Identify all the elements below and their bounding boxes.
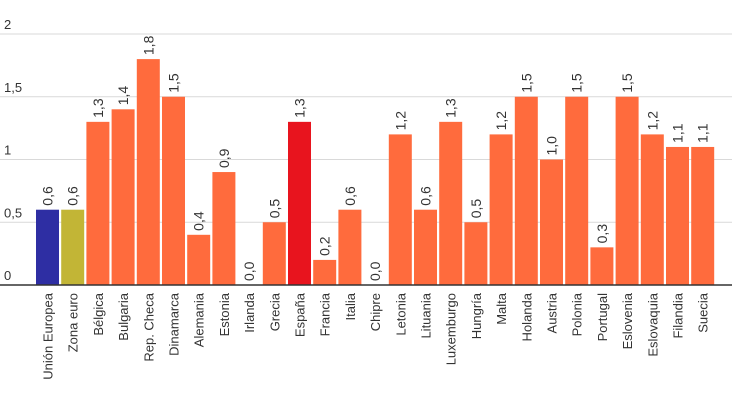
x-tick-label: Francia (318, 292, 333, 336)
bar (136, 59, 160, 285)
bar (111, 109, 135, 285)
data-label: 1,4 (115, 86, 131, 106)
x-tick-label: Grecia (267, 292, 282, 331)
data-label: 1,5 (166, 73, 182, 93)
bar (565, 96, 589, 285)
bar (262, 222, 286, 285)
data-label: 0,9 (216, 148, 232, 168)
x-tick-label: Eslovenia (620, 292, 635, 349)
data-label: 1,3 (292, 98, 308, 118)
bar (489, 134, 513, 285)
x-tick-label: Lituania (419, 292, 434, 338)
x-tick-label: Bélgica (91, 292, 106, 335)
x-tick-label: Irlanda (242, 292, 257, 333)
x-tick-label: Austria (545, 292, 560, 333)
bar (187, 234, 211, 285)
data-label: 1,3 (443, 98, 459, 118)
data-label: 0,6 (65, 186, 81, 206)
bar (212, 172, 236, 285)
x-tick-label: Holanda (519, 292, 534, 341)
data-label: 0,3 (594, 224, 610, 244)
x-tick-label: Portugal (595, 293, 610, 342)
x-tick-label: Hungría (469, 292, 484, 339)
x-tick-label: Luxemburgo (444, 293, 459, 365)
x-tick-label: Suecia (696, 292, 711, 333)
data-label: 1,2 (644, 111, 660, 131)
x-tick-label: Zona euro (66, 293, 81, 352)
bar (666, 146, 689, 285)
data-label: 1,0 (544, 136, 560, 156)
x-tick-label: Dinamarca (167, 292, 182, 356)
y-tick-label: 0 (4, 268, 11, 283)
bar (338, 209, 362, 285)
data-label: 0,2 (317, 236, 333, 256)
x-tick-label: España (293, 292, 308, 337)
x-axis-ticks: Unión Europea Zona euro Bélgica Bulgaria Rep… (41, 292, 711, 380)
x-tick-label: Letonia (393, 292, 408, 335)
data-label: 0,6 (40, 186, 56, 206)
bar (590, 247, 614, 285)
bar (313, 259, 337, 285)
y-tick-label: 2 (4, 17, 11, 32)
y-axis-ticks: 0 0,5 1 1,5 2 (4, 17, 22, 283)
bar (464, 222, 488, 285)
y-tick-label: 0,5 (4, 205, 22, 220)
data-label: 0,0 (241, 261, 257, 281)
data-label: 1,2 (392, 111, 408, 131)
x-tick-label: Italia (343, 292, 358, 320)
data-label: 1,5 (619, 73, 635, 93)
x-tick-label: Filandia (671, 292, 686, 338)
x-tick-label: Alemania (192, 292, 207, 347)
bar (540, 159, 563, 285)
bar (439, 121, 463, 285)
x-tick-label: Eslovaquia (645, 292, 660, 356)
bar (86, 121, 110, 285)
x-tick-label: Estonia (217, 292, 232, 336)
y-tick-label: 1,5 (4, 80, 22, 95)
data-label: 1,5 (518, 73, 534, 93)
data-label: 0,4 (191, 211, 207, 231)
bars (36, 59, 715, 285)
bar (36, 209, 59, 285)
data-label: 1,3 (90, 98, 106, 118)
bar (414, 209, 437, 285)
y-tick-label: 1 (4, 143, 11, 158)
bar (514, 96, 538, 285)
x-tick-label: Unión Europea (41, 292, 56, 379)
data-label: 1,2 (493, 111, 509, 131)
data-label: 1,5 (569, 73, 585, 93)
bar (691, 146, 715, 285)
data-label: 0,6 (418, 186, 434, 206)
x-tick-label: Malta (494, 292, 509, 325)
bar (61, 209, 85, 285)
data-label: 1,1 (670, 123, 686, 143)
data-label: 0,6 (342, 186, 358, 206)
x-tick-label: Rep. Checa (141, 292, 156, 361)
data-label: 0,0 (367, 261, 383, 281)
x-tick-label: Bulgaria (116, 292, 131, 340)
bar (288, 121, 311, 285)
x-tick-label: Polonia (570, 292, 585, 336)
bar (162, 96, 185, 285)
data-label: 1,8 (140, 35, 156, 55)
data-label: 0,5 (468, 199, 484, 219)
data-label: 1,1 (695, 123, 711, 143)
bar (640, 134, 664, 285)
bar (615, 96, 639, 285)
x-tick-label: Chipre (368, 293, 383, 331)
data-label: 0,5 (266, 199, 282, 219)
bar (388, 134, 412, 285)
data-labels: 0,6 0,6 1,3 1,4 1,8 1,5 0,4 0,9 0,0 0,5 1,3 0,2 0,6 0… (40, 35, 711, 281)
